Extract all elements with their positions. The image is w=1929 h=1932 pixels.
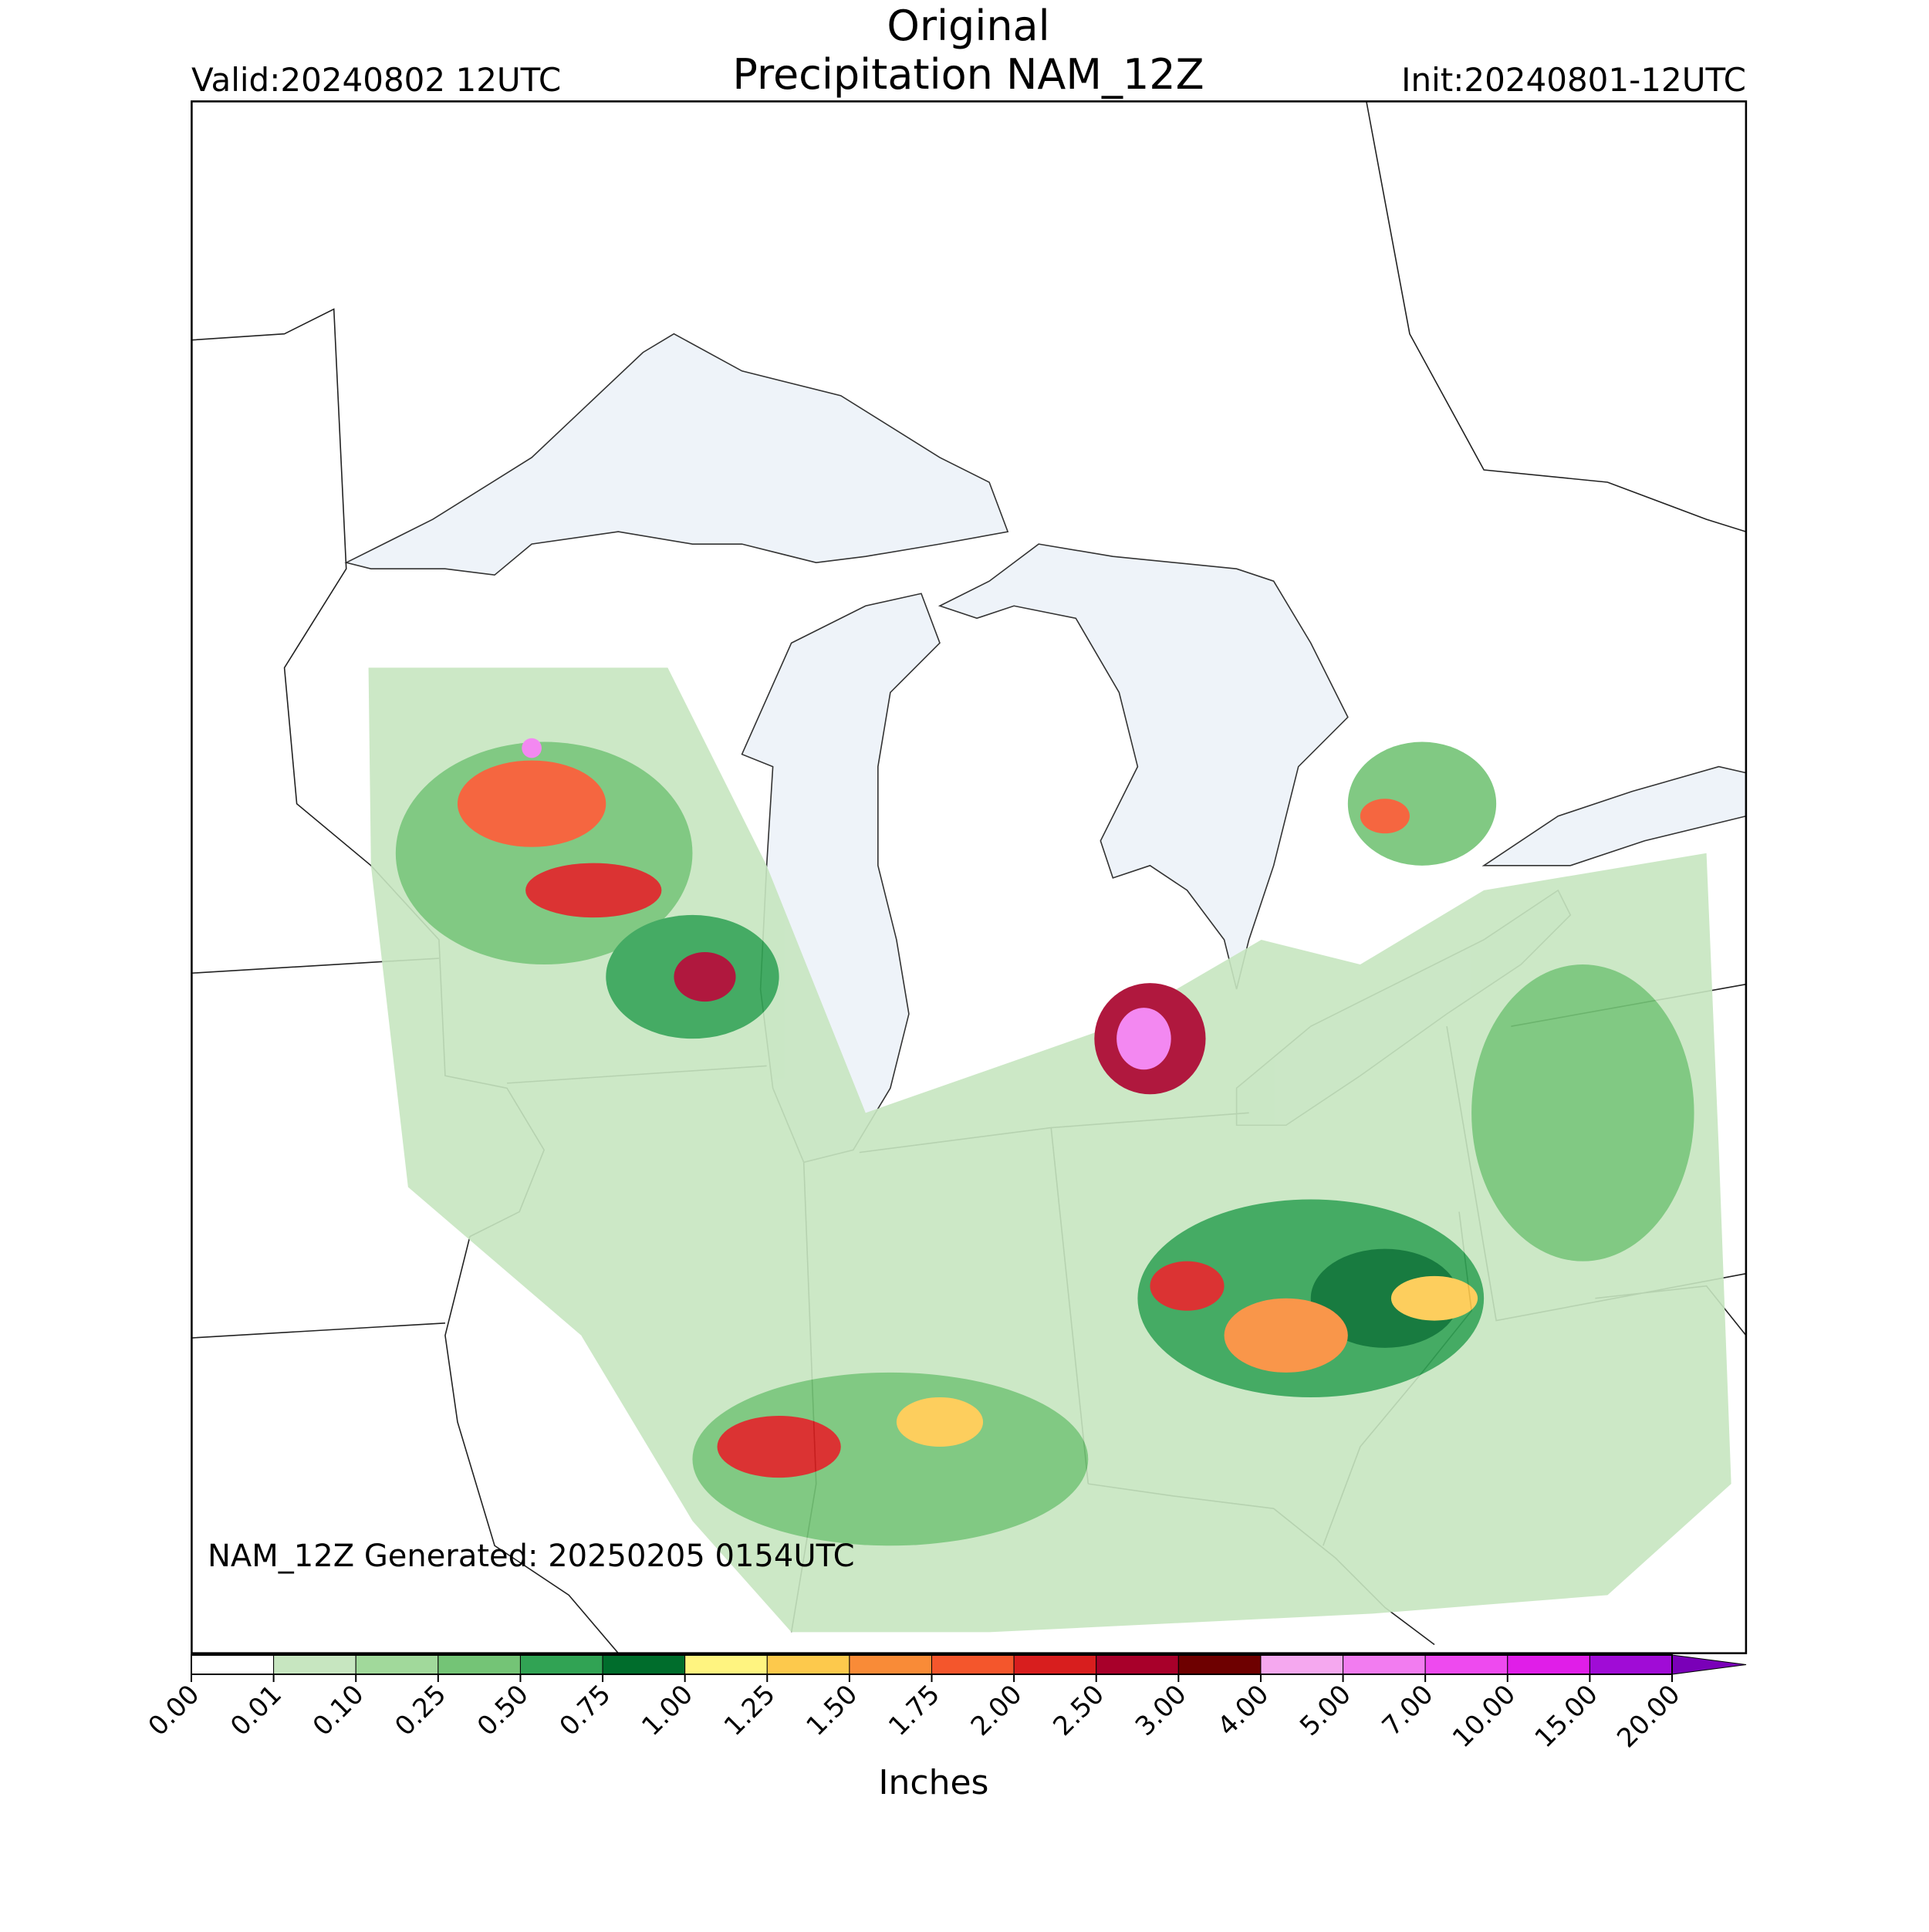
map-frame (191, 100, 1748, 1654)
colorbar-bin (355, 1654, 439, 1675)
tick-label: 2.00 (965, 1679, 1029, 1742)
colorbar-bin (1589, 1654, 1673, 1675)
tick-label: 0.01 (225, 1679, 288, 1742)
tick-label: 1.50 (800, 1679, 863, 1742)
tick-label: 20.00 (1611, 1679, 1686, 1754)
subtitle: Precipitation NAM_12Z (732, 50, 1204, 99)
annotation: NAM_12Z Generated: 20250205 0154UTC (208, 1539, 855, 1574)
colorbar-bin (519, 1654, 603, 1675)
colorbar-extend (1671, 1654, 1747, 1675)
tick-label: 1.75 (883, 1679, 946, 1742)
tick-label: 4.00 (1211, 1679, 1275, 1742)
init-time: Init:20240801-12UTC (1401, 61, 1746, 99)
tick-label: 0.00 (143, 1679, 206, 1742)
title: Original (887, 2, 1049, 50)
colorbar-bin (1260, 1654, 1344, 1675)
precip-field (368, 667, 1731, 1633)
tick-label: 0.25 (389, 1679, 452, 1742)
colorbar: 0.00 0.01 0.10 0.25 0.50 0.75 1.00 1.25 1.50 1.75… (143, 1654, 1747, 1754)
tick-label: 0.10 (307, 1679, 370, 1742)
colorbar-bin (1096, 1654, 1179, 1675)
colorbar-bin (931, 1654, 1015, 1675)
tick-label: 1.00 (636, 1679, 699, 1742)
colorbar-bin (273, 1654, 356, 1675)
colorbar-bin (849, 1654, 933, 1675)
colorbar-bin (602, 1654, 686, 1675)
tick-label: 3.00 (1130, 1679, 1193, 1742)
colorbar-label: Inches (879, 1763, 989, 1802)
colorbar-bin (191, 1654, 275, 1675)
tick-label: 10.00 (1447, 1679, 1522, 1754)
tick-label: 2.50 (1047, 1679, 1110, 1742)
valid-time: Valid:20240802 12UTC (191, 61, 561, 99)
tick-label: 0.50 (471, 1679, 535, 1742)
map (191, 100, 1748, 1654)
colorbar-bin (1343, 1654, 1426, 1675)
lake-huron (937, 543, 1349, 990)
tick-label: 1.25 (718, 1679, 782, 1742)
lake-ontario (1481, 765, 1746, 866)
colorbar-bin (1424, 1654, 1508, 1675)
tick-label: 0.75 (554, 1679, 617, 1742)
colorbar-bin (1177, 1654, 1262, 1675)
tick-label: 15.00 (1529, 1679, 1604, 1754)
colorbar-bin (766, 1654, 850, 1675)
colorbar-bin (1013, 1654, 1097, 1675)
lake-superior (344, 333, 1009, 576)
tick-label: 5.00 (1294, 1679, 1357, 1742)
tick-label: 7.00 (1377, 1679, 1440, 1742)
colorbar-bin (437, 1654, 521, 1675)
colorbar-bin (684, 1654, 768, 1675)
colorbar-bin (1507, 1654, 1590, 1675)
